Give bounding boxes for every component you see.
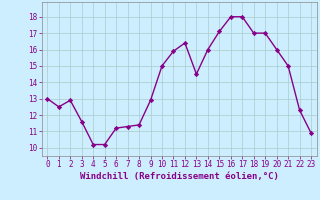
X-axis label: Windchill (Refroidissement éolien,°C): Windchill (Refroidissement éolien,°C) bbox=[80, 172, 279, 181]
